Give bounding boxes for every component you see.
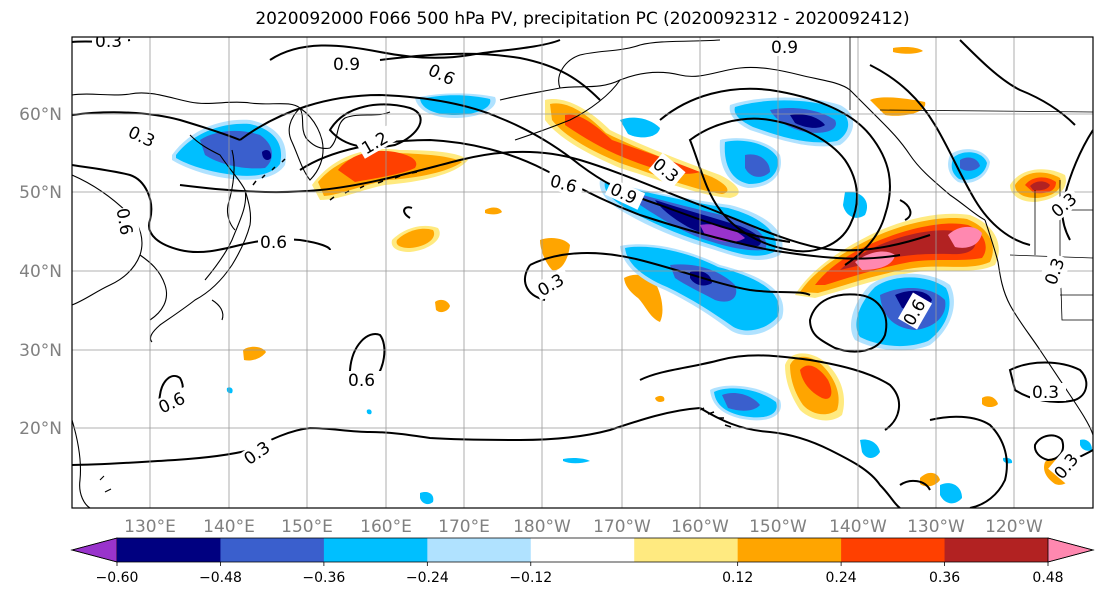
lon-tick-label: 140°E <box>203 517 255 537</box>
colorbar-swatch <box>841 538 946 562</box>
contour-label: 0.9 <box>333 55 360 75</box>
lon-tick-label: 150°E <box>281 517 333 537</box>
lat-axis-labels: 60°N 50°N 40°N 30°N 20°N <box>19 105 62 439</box>
contour-label: 0.6 <box>348 371 375 391</box>
colorbar-swatch <box>117 538 221 562</box>
colorbar-tick-label: 0.48 <box>1032 570 1063 586</box>
lon-tick-label: 150°W <box>749 517 807 537</box>
lat-tick-label: 50°N <box>19 183 62 203</box>
contour-label: 0.3 <box>95 32 122 52</box>
colorbar-tick-label: 0.24 <box>826 570 857 586</box>
colorbar-tick-label: 0.12 <box>722 570 753 586</box>
lon-tick-label: 180°W <box>513 517 571 537</box>
lat-tick-label: 30°N <box>19 341 62 361</box>
colorbar-swatch <box>427 538 532 562</box>
plot-frame <box>71 36 1094 509</box>
colorbar-ticks: −0.60 −0.48 −0.36 −0.24 −0.12 0.12 0.24 0.36 0.4… <box>96 562 1064 586</box>
contour-label: 0.6 <box>260 233 287 253</box>
contour-label: 0.9 <box>771 38 798 58</box>
lon-tick-label: 130°W <box>907 517 965 537</box>
colorbar-swatches <box>70 537 1095 563</box>
lat-tick-label: 40°N <box>19 262 62 282</box>
colorbar-swatch <box>737 538 842 562</box>
lon-tick-label: 160°W <box>671 517 729 537</box>
colorbar-tick-label: −0.48 <box>199 570 242 586</box>
contour-label: 0.6 <box>112 207 136 237</box>
colorbar-swatch <box>220 538 325 562</box>
lon-tick-label: 140°W <box>829 517 887 537</box>
lon-tick-label: 170°E <box>438 517 490 537</box>
lon-tick-label: 160°E <box>360 517 412 537</box>
graticule <box>72 37 1093 508</box>
colorbar-tick-label: 0.36 <box>929 570 960 586</box>
colorbar-extend-high <box>1047 537 1095 563</box>
map-title: 2020092000 F066 500 hPa PV, precipitatio… <box>255 9 910 29</box>
colorbar-tick-label: −0.12 <box>509 570 552 586</box>
lon-tick-label: 120°W <box>985 517 1043 537</box>
colorbar-tick-label: −0.24 <box>406 570 449 586</box>
lon-axis-labels: 130°E 140°E 150°E 160°E 170°E 180°W 170°… <box>124 517 1043 537</box>
colorbar-tick-label: −0.60 <box>96 570 139 586</box>
colorbar: −0.60 −0.48 −0.36 −0.24 −0.12 0.12 0.24 0.36 0.4… <box>70 537 1095 586</box>
contour-label: 0.3 <box>1032 383 1059 403</box>
colorbar-extend-low <box>70 537 118 563</box>
colorbar-swatch <box>944 538 1049 562</box>
lat-tick-label: 20°N <box>19 419 62 439</box>
lon-tick-label: 130°E <box>124 517 176 537</box>
colorbar-swatch <box>323 538 428 562</box>
colorbar-swatch <box>634 538 739 562</box>
coastlines <box>72 37 1093 508</box>
lon-tick-label: 170°W <box>593 517 651 537</box>
colorbar-swatch <box>530 538 635 562</box>
lat-tick-label: 60°N <box>19 105 62 125</box>
colorbar-tick-label: −0.36 <box>302 570 345 586</box>
plot-area: 0.3 0.9 0.6 0.3 1.2 0.6 0.9 0.6 0.6 0.3 … <box>72 32 1093 508</box>
